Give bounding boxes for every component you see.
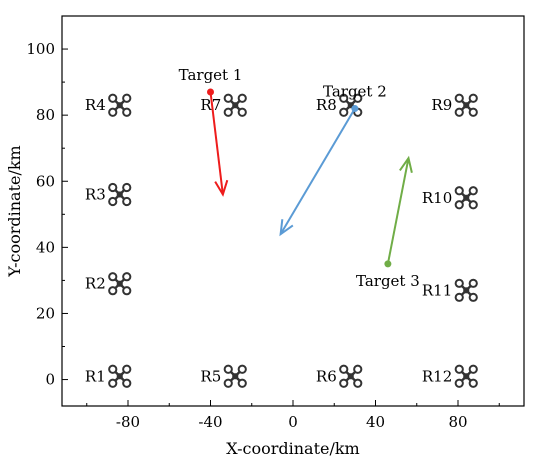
x-tick-label: -40 xyxy=(198,413,222,431)
uav-label: R12 xyxy=(422,367,452,385)
target-start-point xyxy=(207,88,214,96)
uav-label: R4 xyxy=(85,96,106,114)
uav-label: R6 xyxy=(316,367,337,385)
uav-label: R3 xyxy=(85,185,106,203)
uav-marker: R5 xyxy=(200,364,248,389)
uav-marker: R2 xyxy=(85,271,132,296)
uav-marker: R6 xyxy=(316,364,363,389)
trajectory-line xyxy=(209,91,224,195)
uav-label: R2 xyxy=(85,275,106,293)
uav-marker: R12 xyxy=(422,364,479,389)
y-tick-label: 20 xyxy=(36,304,55,322)
drone-icon xyxy=(107,182,132,207)
drone-icon xyxy=(454,364,479,389)
x-tick-label: -80 xyxy=(116,413,140,431)
drone-icon xyxy=(454,93,479,118)
plot-frame xyxy=(61,15,525,407)
uav-marker: R1 xyxy=(85,364,132,389)
uav-marker: R7 xyxy=(200,93,248,118)
axis-tick-labels: -80 -40 0 40 80 0 20 40 60 80 100 xyxy=(26,40,467,431)
uav-label: R8 xyxy=(316,96,337,114)
y-tick-label: 0 xyxy=(45,371,55,389)
drone-icon xyxy=(107,93,132,118)
trajectory-arrowhead xyxy=(214,179,229,197)
target-trajectory: Target 1 xyxy=(179,66,243,197)
target-label: Target 1 xyxy=(179,66,243,84)
y-tick-label: 60 xyxy=(36,172,55,190)
target-trajectory: Target 2 xyxy=(279,83,387,237)
trajectory-arrowhead xyxy=(399,155,413,173)
x-tick-label: 80 xyxy=(448,413,467,431)
uav-marker: R11 xyxy=(422,278,479,303)
uav-marker: R4 xyxy=(85,93,132,118)
uav-label: R9 xyxy=(431,96,452,114)
drone-icon xyxy=(454,278,479,303)
drone-icon xyxy=(107,364,132,389)
uav-label: R1 xyxy=(85,367,106,385)
drone-icon xyxy=(223,364,248,389)
drone-icon xyxy=(454,185,479,210)
target-trajectory: Target 3 xyxy=(356,155,420,290)
trajectory-line xyxy=(386,157,410,265)
target-label: Target 3 xyxy=(356,272,420,290)
drone-icon xyxy=(223,93,248,118)
x-tick-label: 0 xyxy=(288,413,298,431)
axis-ticks xyxy=(62,48,500,406)
y-tick-label: 80 xyxy=(36,106,55,124)
target-trajectories: Target 1 Target 2 Target 3 xyxy=(179,66,420,290)
uav-label: R11 xyxy=(422,281,452,299)
uav-marker: R10 xyxy=(422,185,479,210)
target-label: Target 2 xyxy=(323,83,387,101)
uav-marker: R9 xyxy=(431,93,479,118)
x-tick-label: 40 xyxy=(366,413,385,431)
uav-marker: R3 xyxy=(85,182,132,207)
y-axis-label: Y-coordinate/km xyxy=(5,145,24,277)
uav-label: R5 xyxy=(200,367,221,385)
x-axis-label: X-coordinate/km xyxy=(226,439,359,458)
target-start-point xyxy=(351,105,359,113)
y-tick-label: 40 xyxy=(36,238,55,256)
uav-marker: R8 xyxy=(316,93,363,118)
drone-icon xyxy=(107,271,132,296)
target-start-point xyxy=(384,260,392,268)
uav-markers: R1 R2 R3 R4 R5 R6 R7 R8 R9 R10 R11 R12 xyxy=(85,93,479,389)
drone-icon xyxy=(338,364,363,389)
trajectory-line xyxy=(279,108,356,235)
trajectory-arrowhead xyxy=(279,219,294,237)
uav-label: R10 xyxy=(422,189,452,207)
uav-label: R7 xyxy=(200,96,221,114)
y-tick-label: 100 xyxy=(26,40,55,58)
